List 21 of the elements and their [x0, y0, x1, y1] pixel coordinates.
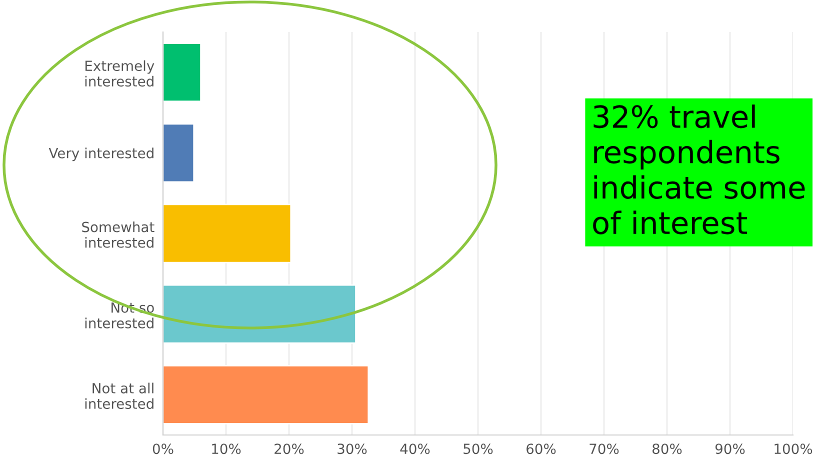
x-tick-label: 50% [464, 444, 493, 454]
x-tick-label: 90% [715, 444, 745, 454]
x-tick-label: 20% [274, 444, 304, 454]
bar [163, 123, 195, 183]
y-tick-label: Very interested [48, 148, 154, 162]
bar [163, 284, 356, 344]
bar [163, 42, 202, 102]
x-tick-label: 60% [526, 444, 556, 454]
x-tick-label: 80% [652, 444, 682, 454]
annotation: 32% travel respondents indicate some of interest [593, 104, 805, 234]
x-tick-label: 70% [590, 444, 619, 454]
y-tick-label: Not at all interested [85, 382, 154, 410]
bar [163, 364, 370, 424]
x-tick-label: 0% [152, 444, 174, 454]
y-tick-label: Extremely interested [85, 60, 154, 87]
x-tick-label: 30% [338, 444, 367, 454]
bar [163, 204, 292, 264]
x-tick-label: 40% [400, 444, 430, 454]
x-tick-label: 10% [212, 444, 241, 454]
y-tick-label: Somewhat interested [82, 222, 154, 248]
x-tick-label: 100% [774, 444, 812, 454]
